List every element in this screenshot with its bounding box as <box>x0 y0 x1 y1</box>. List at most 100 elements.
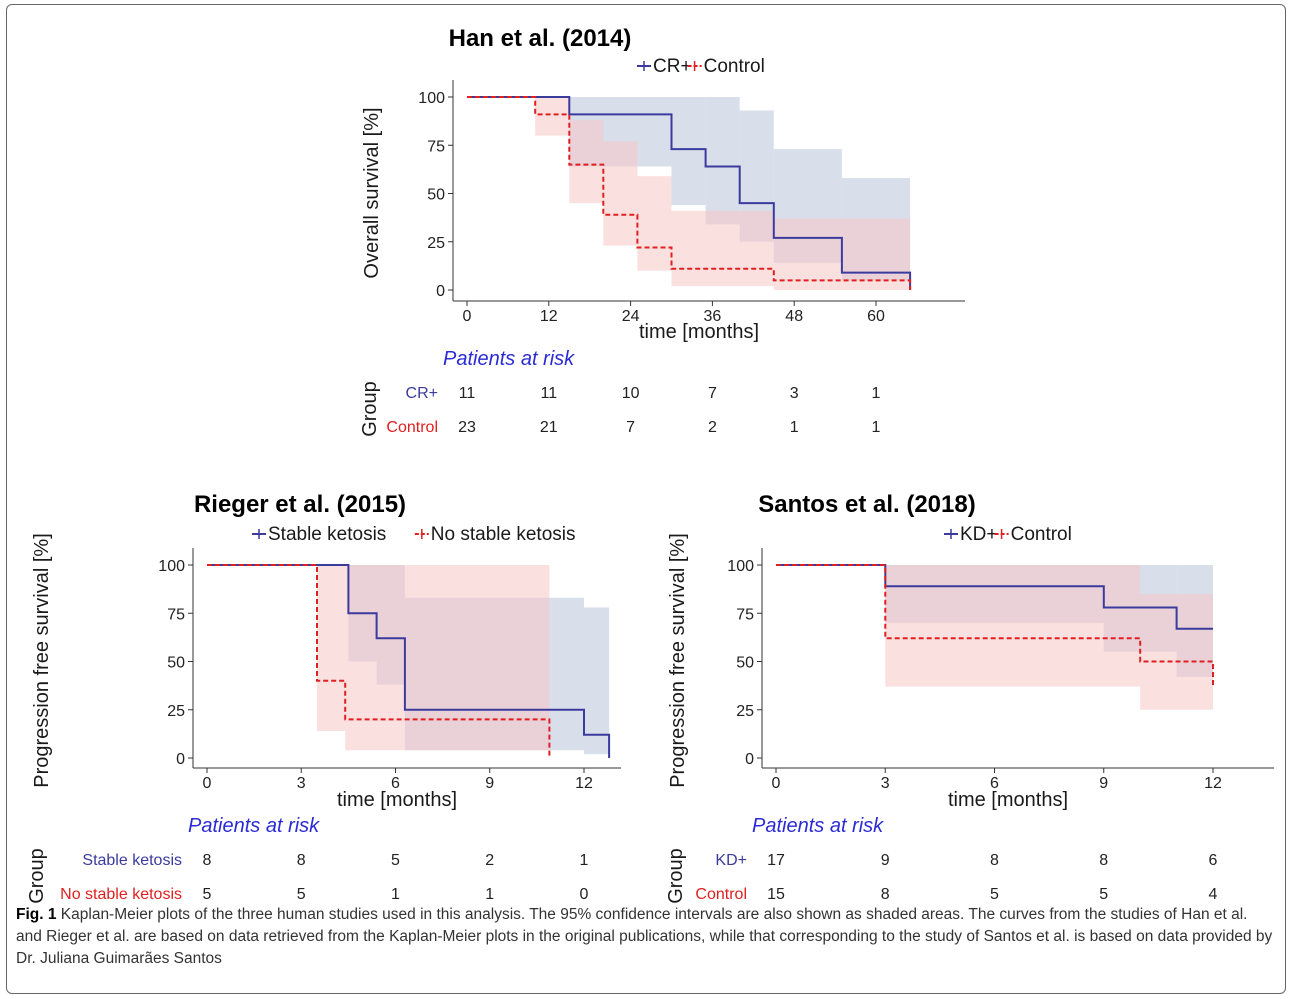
y-tick-label: 75 <box>736 606 754 623</box>
caption-label: Fig. 1 <box>16 906 57 923</box>
risk-count: 5 <box>203 886 212 903</box>
y-axis-label: Progression free survival [%] <box>31 533 53 788</box>
x-tick-label: 3 <box>297 775 306 792</box>
ci-band-control <box>671 210 774 287</box>
risk-count: 2 <box>708 419 717 436</box>
y-axis-label: Overall survival [%] <box>361 107 383 278</box>
risk-count: 8 <box>297 852 306 869</box>
y-tick-label: 25 <box>736 703 754 720</box>
legend-label: CR+ <box>653 56 692 77</box>
risk-group-label: Group <box>665 848 687 904</box>
risk-table-title: Patients at risk <box>443 348 575 370</box>
ci-band-no-stable-ketosis <box>316 565 346 731</box>
risk-count: 1 <box>872 385 881 402</box>
legend-label: KD+ <box>960 524 998 545</box>
survival-curve-stable-ketosis <box>207 564 611 758</box>
chart-panel-2: Santos et al. (2018) 0 25 50 75 100 0 3 6 9 12 time… <box>665 491 1274 904</box>
y-tick-label: 0 <box>745 751 754 768</box>
risk-count: 23 <box>458 419 476 436</box>
risk-count: 11 <box>459 385 476 402</box>
legend-entry: Control <box>687 56 765 77</box>
survival-curve-control <box>467 96 912 290</box>
x-tick-label: 6 <box>990 775 999 792</box>
x-tick-label: 12 <box>540 308 558 325</box>
x-tick-label: 9 <box>485 775 494 792</box>
risk-count: 17 <box>767 852 785 869</box>
risk-count: 8 <box>203 852 212 869</box>
risk-count: 7 <box>708 385 717 402</box>
ci-band-control <box>885 565 1141 687</box>
risk-count: 1 <box>872 419 881 436</box>
y-tick-label: 50 <box>427 187 445 204</box>
risk-count: 9 <box>881 852 890 869</box>
ci-band-stable-ketosis <box>584 607 610 755</box>
y-tick-label: 100 <box>727 558 754 575</box>
risk-group-label: Group <box>26 848 48 904</box>
x-tick-label: 9 <box>1099 775 1108 792</box>
risk-count: 1 <box>580 852 589 869</box>
risk-table-title: Patients at risk <box>188 815 320 837</box>
figure-caption: Fig. 1 Kaplan-Meier plots of the three h… <box>16 904 1276 970</box>
x-tick-label: 0 <box>463 308 472 325</box>
risk-count: 1 <box>485 886 494 903</box>
survival-curve-no-stable-ketosis <box>207 564 551 758</box>
x-tick-label: 3 <box>881 775 890 792</box>
y-tick-label: 25 <box>167 703 185 720</box>
risk-count: 10 <box>622 385 640 402</box>
risk-count: 8 <box>990 852 999 869</box>
legend-label: Control <box>704 56 765 77</box>
legend-entry: Stable ketosis <box>252 524 386 545</box>
chart-title: Han et al. (2014) <box>449 25 632 52</box>
risk-row-label: Control <box>386 419 438 436</box>
risk-count: 2 <box>485 852 494 869</box>
risk-count: 5 <box>1099 886 1108 903</box>
risk-group-label: Group <box>359 381 381 437</box>
x-tick-label: 12 <box>575 775 593 792</box>
legend-label: Control <box>1011 524 1072 545</box>
x-axis-label: time [months] <box>639 321 759 343</box>
y-tick-label: 100 <box>418 90 445 107</box>
risk-count: 11 <box>540 385 557 402</box>
risk-count: 5 <box>391 852 400 869</box>
risk-row-label: KD+ <box>715 852 747 869</box>
legend-entry: Control <box>994 524 1072 545</box>
risk-count: 0 <box>580 886 589 903</box>
risk-count: 6 <box>1209 852 1218 869</box>
risk-count: 15 <box>767 886 785 903</box>
x-tick-label: 60 <box>867 308 885 325</box>
x-tick-label: 36 <box>704 308 722 325</box>
chart-title: Santos et al. (2018) <box>758 491 975 518</box>
x-tick-label: 6 <box>391 775 400 792</box>
risk-count: 8 <box>881 886 890 903</box>
legend-label: Stable ketosis <box>268 524 386 545</box>
x-axis-label: time [months] <box>948 789 1068 811</box>
risk-row-label: No stable ketosis <box>60 886 182 903</box>
risk-count: 5 <box>297 886 306 903</box>
risk-row-label: Control <box>695 886 747 903</box>
x-tick-label: 12 <box>1204 775 1222 792</box>
risk-row-label: CR+ <box>406 385 438 402</box>
y-tick-label: 50 <box>167 655 185 672</box>
ci-band-control <box>535 97 570 136</box>
legend-label: No stable ketosis <box>431 524 576 545</box>
risk-count: 4 <box>1209 886 1218 903</box>
y-axis-label: Progression free survival [%] <box>667 533 689 788</box>
ci-band-control <box>569 120 604 204</box>
x-tick-label: 48 <box>785 308 803 325</box>
ci-band-control <box>603 141 638 246</box>
risk-count: 3 <box>790 385 799 402</box>
risk-count: 1 <box>790 419 799 436</box>
risk-count: 7 <box>626 419 635 436</box>
legend-entry: No stable ketosis <box>414 524 576 545</box>
figure-border <box>6 4 1286 994</box>
caption-text: Kaplan-Meier plots of the three human st… <box>16 906 1273 967</box>
x-axis-label: time [months] <box>337 789 457 811</box>
survival-curve-cr- <box>467 96 912 290</box>
y-tick-label: 50 <box>736 655 754 672</box>
y-tick-label: 0 <box>436 283 445 300</box>
y-tick-label: 25 <box>427 235 445 252</box>
